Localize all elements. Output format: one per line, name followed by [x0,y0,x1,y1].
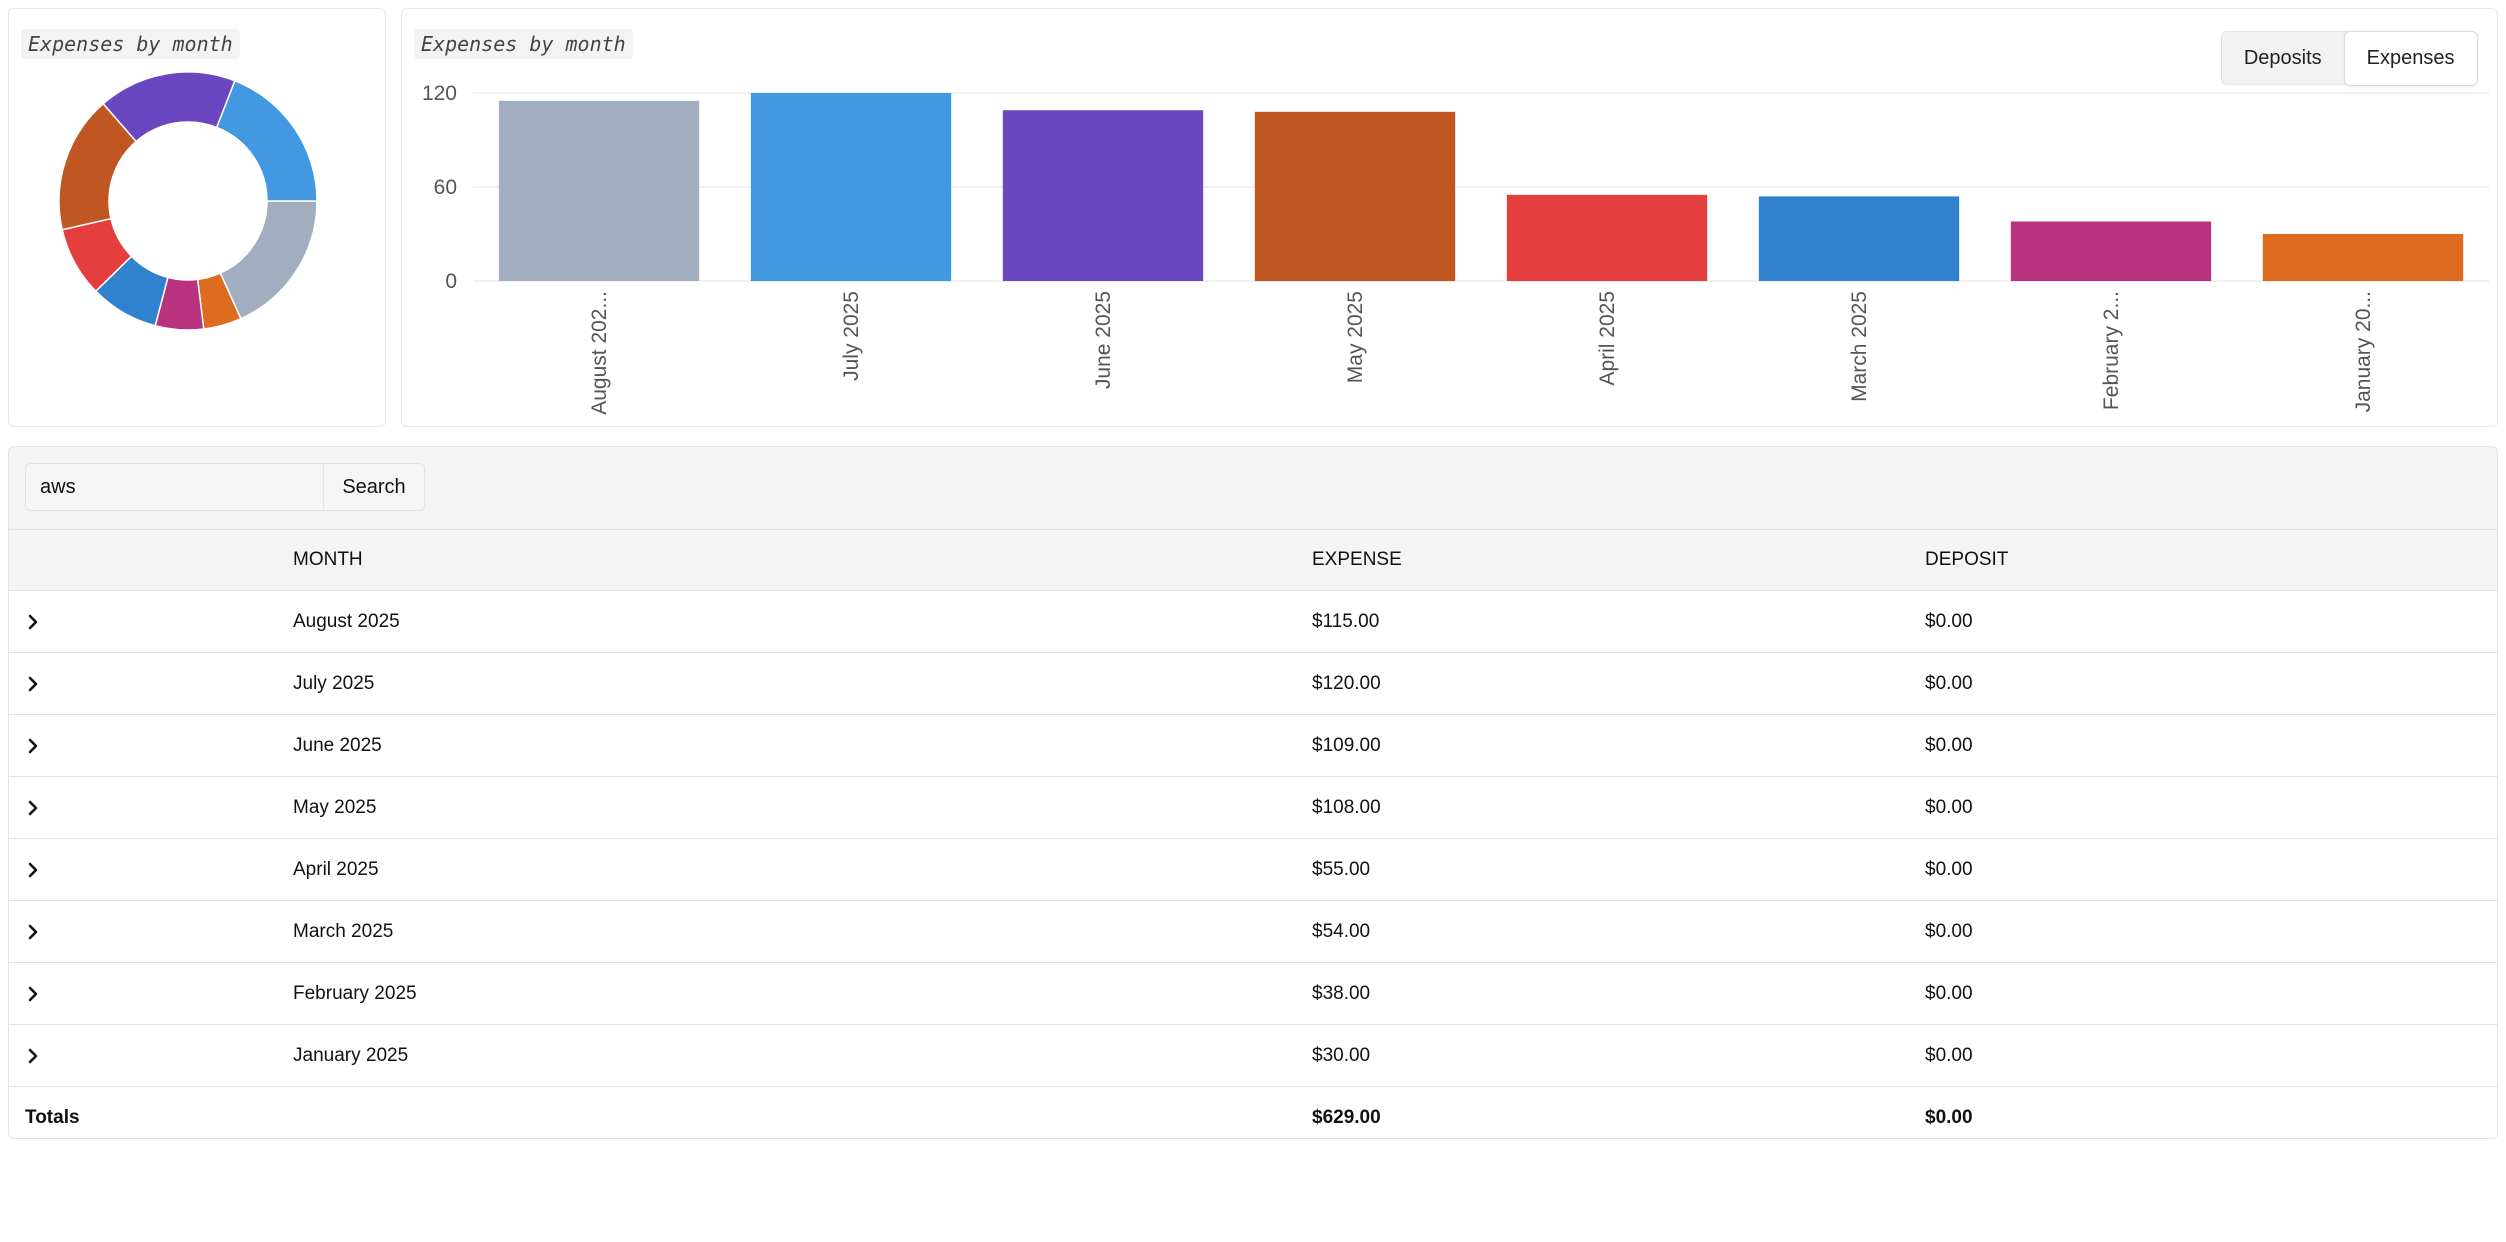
row-month: May 2025 [293,796,377,818]
x-tick-label: August 202... [588,291,611,415]
bar[interactable] [2010,221,2212,281]
totals-expense: $629.00 [1312,1106,1381,1128]
y-tick-label: 120 [422,82,457,105]
row-month: April 2025 [293,858,379,880]
row-deposit: $0.00 [1925,982,1973,1004]
row-expense: $30.00 [1312,1044,1371,1066]
x-tick-label: February 2... [2100,291,2123,410]
row-expense: $109.00 [1312,734,1381,756]
bar-chart-title: Expenses by month [414,29,633,59]
y-tick-label: 0 [445,270,457,293]
row-month: June 2025 [293,734,382,756]
expand-row-chevron-icon[interactable] [25,715,41,776]
donut-chart-card: Expenses by month [8,8,386,427]
expand-row-chevron-icon[interactable] [25,901,41,962]
row-expense: $55.00 [1312,858,1371,880]
row-month: August 2025 [293,610,400,632]
bar[interactable] [1254,111,1456,281]
row-expense: $115.00 [1312,610,1380,632]
deposits-toggle-button[interactable]: Deposits [2243,46,2322,69]
bar[interactable] [1758,196,1960,281]
y-tick-label: 60 [434,176,457,199]
header-deposit[interactable]: DEPOSIT [1925,549,2009,570]
row-expense: $38.00 [1312,982,1371,1004]
row-expense: $120.00 [1312,672,1381,694]
bar[interactable] [750,93,952,281]
table-header: MONTH EXPENSE DEPOSIT [9,530,2497,591]
expand-row-chevron-icon[interactable] [25,963,41,1024]
expenses-table-card: Search MONTH EXPENSE DEPOSIT August 2025… [8,446,2498,1139]
donut-chart-title: Expenses by month [21,29,240,59]
x-tick-label: May 2025 [1344,291,1367,383]
totals-label: Totals [25,1106,80,1128]
expand-row-chevron-icon[interactable] [25,839,41,900]
search-bar: Search [9,447,2497,530]
bar[interactable] [2262,234,2464,281]
row-expense: $108.00 [1312,796,1381,818]
row-deposit: $0.00 [1925,1044,1973,1066]
totals-row: Totals $629.00 $0.00 [9,1087,2497,1138]
header-expense[interactable]: EXPENSE [1312,549,1402,570]
expenses-toggle-button[interactable]: Expenses [2343,30,2478,86]
header-month[interactable]: MONTH [293,549,363,570]
row-month: February 2025 [293,982,417,1004]
table-row: January 2025 $30.00 $0.00 [9,1025,2497,1087]
x-tick-label: April 2025 [1596,291,1619,386]
row-month: March 2025 [293,920,394,942]
table-row: August 2025 $115.00 $0.00 [9,591,2497,653]
expand-row-chevron-icon[interactable] [25,653,41,714]
x-tick-label: June 2025 [1092,291,1115,389]
donut-slice[interactable] [219,200,318,320]
table-body: August 2025 $115.00 $0.00 July 2025 $120.00 $… [9,591,2497,1087]
bar-chart-card: Expenses by month Deposits Expenses 0 60 1… [401,8,2498,427]
table-row: May 2025 $108.00 $0.00 [9,777,2497,839]
table-row: April 2025 $55.00 $0.00 [9,839,2497,901]
expand-row-chevron-icon[interactable] [25,591,41,652]
deposits-expenses-toggle: Deposits Expenses [2220,30,2478,86]
table-row: March 2025 $54.00 $0.00 [9,901,2497,963]
table-row: February 2025 $38.00 $0.00 [9,963,2497,1025]
row-expense: $54.00 [1312,920,1371,942]
bar[interactable] [1002,110,1204,281]
x-tick-label: March 2025 [1848,291,1871,402]
expand-row-chevron-icon[interactable] [25,777,41,838]
x-tick-label: July 2025 [840,291,863,381]
row-deposit: $0.00 [1925,610,1973,632]
row-deposit: $0.00 [1925,734,1973,756]
donut-slice[interactable] [215,79,318,202]
donut-chart [58,71,318,331]
search-input[interactable] [25,463,323,511]
totals-deposit: $0.00 [1925,1106,1973,1128]
table-row: July 2025 $120.00 $0.00 [9,653,2497,715]
bar-chart: 0 60 120 August 202... July 2025 June 2025 May… [422,82,2489,415]
row-month: January 2025 [293,1044,409,1066]
bar[interactable] [1506,194,1708,281]
table-row: June 2025 $109.00 $0.00 [9,715,2497,777]
bar[interactable] [498,100,700,281]
x-tick-label: January 20... [2352,291,2375,412]
row-month: July 2025 [293,672,375,694]
row-deposit: $0.00 [1925,858,1973,880]
row-deposit: $0.00 [1925,796,1973,818]
search-button[interactable]: Search [323,463,425,511]
row-deposit: $0.00 [1925,920,1973,942]
expand-row-chevron-icon[interactable] [25,1025,41,1086]
row-deposit: $0.00 [1925,672,1973,694]
